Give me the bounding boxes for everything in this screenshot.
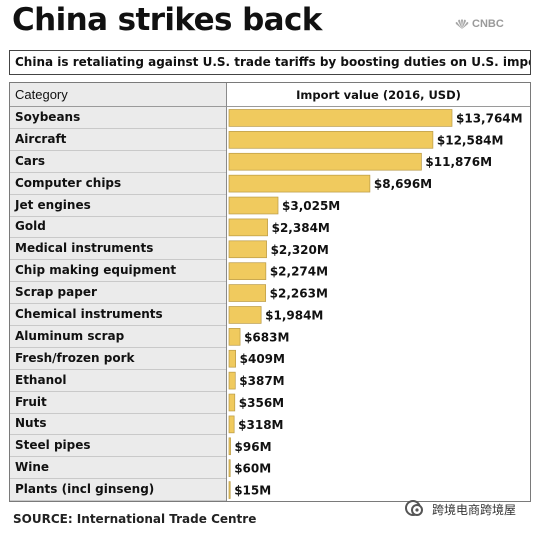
bar	[228, 109, 453, 127]
bar	[228, 196, 279, 215]
bar	[228, 284, 267, 302]
value-label: $60M	[234, 462, 271, 476]
category-label: Nuts	[10, 413, 226, 436]
value-label: $1,984M	[265, 308, 323, 322]
value-label: $2,263M	[270, 287, 328, 301]
bar	[228, 306, 262, 324]
bar-plot-area: $13,764M $12,584M $11,876M $8,696M $3,025M $2…	[228, 109, 523, 499]
value-label: $96M	[235, 440, 272, 454]
category-label: Medical instruments	[10, 238, 226, 261]
bar	[228, 481, 231, 499]
category-label: Steel pipes	[10, 435, 226, 458]
value-label: $13,764M	[456, 111, 523, 125]
value-label: $2,274M	[270, 265, 328, 279]
value-label: $387M	[239, 374, 284, 388]
value-label: $8,696M	[374, 177, 432, 191]
value-label: $2,320M	[271, 243, 329, 257]
value-label: $2,384M	[272, 221, 330, 235]
bar	[228, 328, 241, 346]
watermark-text: 跨境电商跨境屋	[432, 502, 517, 517]
watermark: 跨境电商跨境屋	[404, 499, 516, 519]
brand-name: CNBC	[472, 18, 504, 30]
value-label: $318M	[238, 418, 283, 432]
cnbc-logo: CNBC	[455, 16, 504, 32]
bar	[228, 131, 434, 149]
category-column: Soybeans Aircraft Cars Computer chips Jet en…	[10, 107, 227, 502]
value-label: $683M	[244, 330, 289, 344]
value-label: $11,876M	[425, 155, 492, 169]
value-label: $409M	[240, 352, 285, 366]
category-column-header: Category	[10, 83, 227, 107]
category-label: Gold	[10, 216, 226, 239]
category-label: Jet engines	[10, 195, 226, 217]
value-label: $15M	[234, 484, 271, 498]
chart-subtitle: China is retaliating against U.S. trade …	[9, 50, 531, 75]
bar	[228, 371, 236, 390]
category-label: Chemical instruments	[10, 304, 226, 326]
bar	[228, 218, 268, 237]
value-column-header: Import value (2016, USD)	[227, 83, 530, 107]
category-label: Aircraft	[10, 129, 226, 151]
category-label: Fruit	[10, 392, 226, 414]
category-label: Ethanol	[10, 370, 226, 392]
source-note: SOURCE: International Trade Centre	[13, 512, 257, 526]
category-label: Soybeans	[10, 107, 226, 129]
bar	[228, 152, 422, 171]
category-label: Scrap paper	[10, 282, 226, 305]
category-label: Computer chips	[10, 173, 226, 195]
chart-title: China strikes back	[12, 2, 322, 38]
category-label: Cars	[10, 151, 226, 173]
bar	[228, 459, 231, 477]
category-label: Aluminum scrap	[10, 326, 226, 348]
value-label: $12,584M	[437, 133, 504, 147]
value-label: $3,025M	[282, 199, 340, 213]
value-label: $356M	[239, 396, 284, 410]
category-label: Fresh/frozen pork	[10, 348, 226, 370]
category-label: Wine	[10, 457, 226, 480]
bar	[228, 240, 267, 259]
bar	[228, 437, 231, 456]
bar	[228, 415, 235, 434]
bar	[228, 262, 267, 280]
bar	[228, 174, 371, 193]
wechat-official-account-icon	[405, 500, 423, 516]
category-label: Plants (incl ginseng)	[10, 479, 226, 502]
chart-table: Category Import value (2016, USD) Soybea…	[9, 82, 531, 502]
bar	[228, 349, 236, 368]
category-label: Chip making equipment	[10, 260, 226, 283]
peacock-logo-icon	[455, 18, 469, 29]
bar	[228, 393, 236, 412]
